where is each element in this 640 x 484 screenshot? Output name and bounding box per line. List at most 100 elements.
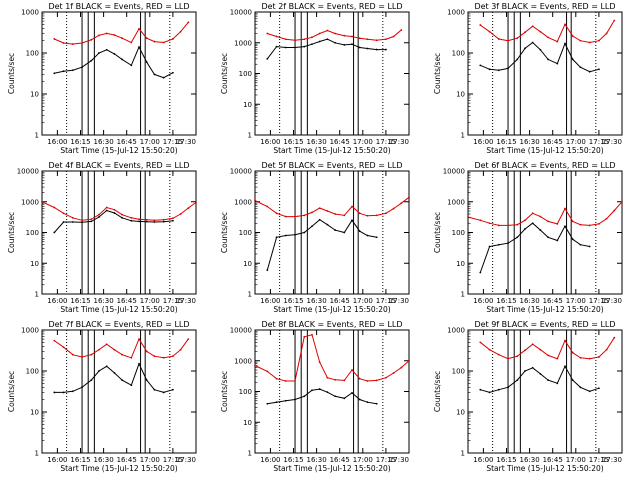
data-point-lld [71, 353, 74, 356]
data-point-lld [605, 32, 608, 35]
plot-frame [41, 11, 197, 136]
data-point-events [547, 379, 549, 381]
chart-title: Det 6f BLACK = Events, RED = LLD [474, 161, 615, 170]
data-point-events [351, 219, 353, 222]
data-point-lld [62, 346, 65, 349]
data-point-lld [507, 39, 509, 42]
data-point-lld [564, 339, 566, 342]
data-point-lld [113, 34, 116, 36]
data-point-lld [71, 43, 74, 45]
x-tick-label: 17:15 [163, 456, 183, 464]
x-tick-label: 17:30 [602, 456, 622, 464]
chart-panel-5: Det 5f BLACK = Events, RED = LLD 1 10 100 10… [220, 161, 410, 314]
data-point-lld [366, 38, 369, 41]
x-axis-label: Start Time (15-Jul-12 15:50:20) [486, 464, 603, 473]
data-point-lld [400, 202, 403, 205]
x-tick-label: 17:15 [589, 138, 609, 146]
data-point-events [130, 64, 133, 67]
data-point-lld [375, 379, 378, 382]
data-point-events [145, 220, 148, 223]
data-point-lld [62, 42, 65, 44]
data-point-lld [53, 38, 56, 40]
chart-panel-4: Det 4f BLACK = Events, RED = LLD 1 10 100 10… [7, 161, 197, 314]
data-point-lld [375, 39, 378, 42]
x-tick-label: 16:30 [307, 138, 327, 146]
data-point-lld [284, 215, 287, 218]
series-line-lld [54, 21, 189, 45]
data-point-events [275, 45, 278, 48]
data-point-lld [266, 32, 269, 35]
data-point-lld [318, 361, 321, 364]
x-tick-label: 16:45 [543, 297, 563, 305]
data-point-events [53, 72, 56, 75]
data-point-lld [531, 25, 534, 28]
data-point-lld [275, 212, 278, 215]
x-tick-label: 16:30 [307, 456, 327, 464]
data-point-events [334, 229, 336, 231]
x-tick-label: 17:00 [566, 297, 586, 305]
data-point-events [588, 390, 591, 393]
data-point-events [507, 386, 509, 389]
data-point-events [294, 46, 296, 49]
data-point-events [564, 225, 566, 228]
chart-title: Det 9f BLACK = Events, RED = LLD [474, 320, 615, 329]
data-point-lld [539, 348, 542, 351]
data-point-lld [516, 223, 519, 226]
data-point-events [375, 402, 378, 405]
data-point-events [497, 243, 500, 246]
x-tick-label: 17:00 [140, 138, 160, 146]
y-tick-label: 1 [461, 291, 465, 299]
data-point-events [507, 67, 509, 70]
y-tick-label: 10 [456, 409, 465, 417]
data-point-lld [275, 377, 278, 380]
data-point-lld [524, 31, 526, 34]
data-point-events [162, 391, 165, 394]
x-tick-label: 16:45 [117, 456, 137, 464]
y-tick-label: 1 [248, 450, 252, 458]
data-point-events [375, 236, 378, 239]
y-tick-label: 1 [248, 291, 252, 299]
data-point-lld [588, 41, 591, 44]
series-line-events [54, 45, 174, 79]
x-tick-label: 16:30 [520, 456, 540, 464]
y-tick-label: 100 [239, 70, 252, 78]
data-point-lld [113, 208, 116, 211]
y-tick-label: 10000 [230, 327, 252, 335]
data-point-lld [556, 40, 559, 43]
chart-panel-7: Det 7f BLACK = Events, RED = LLD 1 10 100 10… [7, 320, 197, 473]
x-tick-label: 16:00 [260, 138, 280, 146]
data-point-events [531, 41, 534, 44]
x-tick-label: 17:00 [140, 456, 160, 464]
data-point-lld [284, 380, 287, 382]
y-tick-label: 1000 [447, 327, 465, 335]
data-point-events [556, 382, 559, 385]
data-point-lld [254, 364, 256, 367]
data-point-events [266, 269, 269, 271]
data-point-events [121, 379, 123, 381]
data-point-lld [488, 30, 491, 33]
data-point-lld [524, 349, 526, 352]
x-axis-label: Start Time (15-Jul-12 15:50:20) [273, 305, 390, 314]
data-point-lld [613, 19, 616, 22]
data-point-events [90, 59, 93, 62]
y-tick-label: 10 [243, 419, 252, 427]
data-point-lld [172, 217, 174, 220]
data-point-lld [479, 219, 482, 222]
data-point-lld [375, 214, 378, 217]
data-point-events [303, 395, 306, 398]
y-tick-label: 100 [26, 50, 39, 58]
plot-frame [41, 329, 197, 454]
data-point-lld [105, 343, 108, 346]
y-tick-label: 10000 [17, 168, 39, 176]
data-point-lld [303, 335, 306, 338]
x-tick-label: 16:00 [260, 297, 280, 305]
data-point-lld [516, 355, 519, 358]
data-point-events [516, 379, 519, 381]
data-point-lld [303, 214, 306, 217]
data-point-events [479, 271, 482, 274]
x-tick-label: 16:00 [47, 138, 67, 146]
x-tick-label: 16:00 [473, 138, 493, 146]
data-point-events [153, 388, 156, 391]
y-tick-label: 10 [30, 409, 39, 417]
series-line-lld [480, 20, 615, 44]
